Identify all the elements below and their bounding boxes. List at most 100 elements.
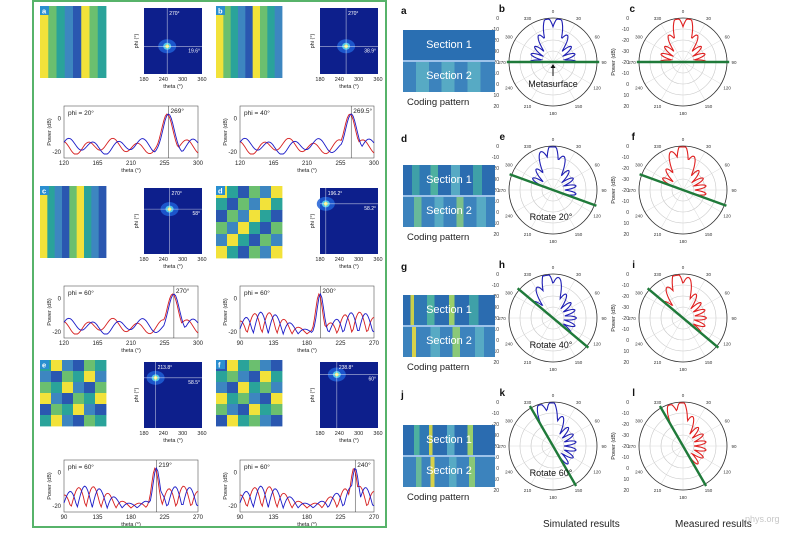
x-tick: 135 — [268, 515, 279, 521]
heatmap-tick: 360 — [373, 431, 382, 437]
y-tick: -20 — [52, 504, 61, 510]
subplot-letter: k — [499, 388, 505, 399]
polar-angle-label: 0 — [682, 265, 685, 270]
x-tick: 135 — [268, 341, 279, 347]
x-tick: 255 — [335, 161, 346, 167]
coding-caption-j: Coding pattern — [407, 492, 470, 503]
heatmap-ylabel: phi (°) — [310, 33, 316, 48]
coding-cell — [227, 371, 239, 383]
x-tick: 270 — [369, 515, 380, 521]
peak-label: 269.5° — [353, 107, 372, 115]
heatmap-tick: 360 — [373, 77, 382, 83]
power-ylabel: Power (dB) — [223, 472, 229, 500]
power-xlabel: theta (°) — [297, 168, 317, 174]
polar-angle-label: 180 — [679, 239, 687, 244]
polar-angle-label: 30 — [576, 16, 582, 21]
coding-cell — [249, 186, 261, 199]
heatmap-ylabel: phi (°) — [310, 213, 316, 228]
polar-angle-label: 60 — [595, 419, 601, 424]
power-xlabel: theta (°) — [121, 522, 141, 526]
polar-r-tick: -10 — [492, 27, 499, 33]
polar-r-tick: -20 — [492, 316, 499, 322]
x-tick: 90 — [61, 515, 68, 521]
polar-r-tick: -20 — [492, 166, 499, 172]
polar-angle-label: 180 — [549, 367, 557, 372]
heatmap-annotation: 19.6° — [188, 48, 200, 54]
polar-r-tick: -20 — [492, 422, 499, 428]
coding-cell — [260, 382, 272, 394]
peak-label: 269° — [171, 107, 185, 115]
heatmap-tick: 360 — [197, 257, 206, 263]
polar-angle-label: 240 — [635, 470, 643, 475]
coding-stripe — [252, 6, 261, 78]
polar-r-tick: 0 — [496, 272, 499, 278]
polar-angle-label: 240 — [635, 342, 643, 347]
heatmap-annotation: 213.8° — [158, 365, 173, 371]
polar-r-tick: -10 — [622, 327, 629, 333]
heatmap-tick: 300 — [178, 257, 187, 263]
polar-grid-spoke — [552, 445, 592, 469]
heatmap-tick: 180 — [139, 257, 148, 263]
polar-angle-label: 300 — [635, 419, 643, 424]
x-tick: 210 — [302, 161, 313, 167]
coding-cell — [260, 371, 272, 383]
polar-angle-label: 90 — [731, 188, 737, 193]
polar-angle-label: 330 — [524, 272, 532, 277]
metasurface-line — [528, 405, 578, 487]
letter-badge — [216, 186, 225, 195]
polar-angle-label: 150 — [575, 360, 583, 365]
polar-angle-label: 90 — [731, 316, 737, 321]
coding-stripe — [97, 6, 107, 78]
y-tick: 0 — [58, 297, 62, 303]
polar-plot-k: 0 30 60 90 120 150 180 210 240 270 300 330 0 -10 -20 -3… — [481, 388, 607, 500]
polar-angle-label: 0 — [682, 137, 685, 142]
polar-angle-label: 210 — [524, 488, 532, 493]
coding-cell — [271, 404, 283, 416]
heatmap-annotation: 238.8° — [339, 365, 354, 371]
polar-r-tick: -20 — [622, 422, 629, 428]
coding-letter-d: d — [401, 134, 407, 145]
polar-grid-spoke — [644, 317, 684, 341]
polar-r-tick: 20 — [493, 232, 499, 238]
heatmap-annotation: 270° — [348, 11, 358, 17]
polar-r-tick: 20 — [623, 232, 629, 238]
coding-cell — [238, 222, 250, 235]
x-tick: 165 — [268, 161, 279, 167]
y-tick: -20 — [52, 150, 61, 156]
polar-grid-spoke — [660, 279, 684, 319]
heatmap-tick: 180 — [139, 431, 148, 437]
coding-cell — [260, 222, 272, 235]
x-tick: 120 — [59, 341, 70, 347]
phi-label: phi = 40° — [244, 109, 270, 117]
coding-stripe — [216, 6, 224, 78]
section-1-label: Section 1 — [426, 39, 472, 51]
power-curve-measured — [239, 113, 375, 155]
coding-cell — [271, 371, 283, 383]
polar-grid-spoke — [644, 445, 684, 469]
polar-r-tick: -20 — [622, 60, 629, 66]
polar-ylabel: Power (dB) — [611, 176, 617, 204]
power-ylabel: Power (dB) — [47, 118, 53, 146]
polar-r-tick: 20 — [623, 104, 629, 110]
polar-r-tick: -20 — [622, 444, 629, 450]
power-xlabel: theta (°) — [297, 522, 317, 526]
polar-angle-label: 60 — [595, 35, 601, 40]
polar-grid-spoke — [644, 189, 684, 213]
polar-grid-spoke — [552, 189, 592, 213]
polar-grid-spoke — [552, 317, 592, 341]
polar-r-tick: 0 — [626, 144, 629, 150]
y-tick: -20 — [52, 330, 61, 336]
x-tick: 255 — [159, 341, 170, 347]
polar-grid-spoke — [644, 167, 684, 191]
polar-angle-label: 120 — [593, 342, 601, 347]
x-tick: 180 — [302, 341, 313, 347]
coding-cell — [216, 210, 228, 223]
section-1-label: Section 1 — [426, 434, 472, 446]
heatmap-tick: 240 — [335, 257, 344, 263]
polar-grid-spoke — [682, 151, 706, 191]
heatmap-tick: 240 — [335, 431, 344, 437]
coding-cell — [62, 371, 74, 383]
coding-cell — [227, 210, 239, 223]
polar-r-tick: -30 — [622, 177, 629, 183]
polar-grid-spoke — [552, 61, 592, 85]
